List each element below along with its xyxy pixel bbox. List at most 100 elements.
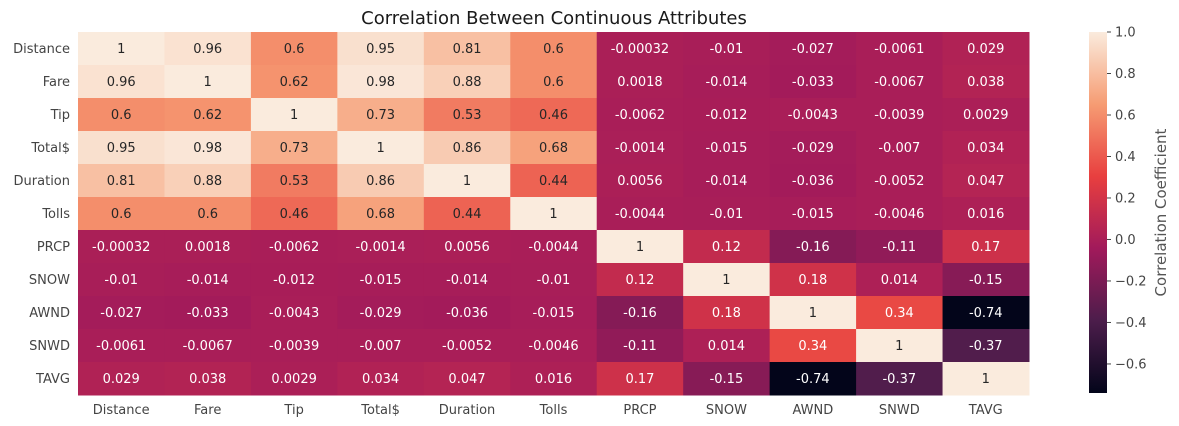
colorbar-tick-label: 1.0: [1115, 26, 1136, 41]
heatmap-cell: [510, 296, 598, 330]
cell-value-label: 0.98: [366, 75, 395, 90]
heatmap-cell: [250, 197, 338, 231]
heatmap-cell: [78, 197, 165, 231]
cell-value-label: 0.46: [539, 108, 568, 123]
cell-value-label: -0.015: [792, 207, 834, 222]
cell-value-label: -0.0061: [874, 42, 924, 57]
cell-value-label: 0.62: [280, 75, 309, 90]
heatmap-cell: [596, 131, 684, 165]
cell-value-label: -0.007: [360, 339, 402, 354]
heatmap-cell: [769, 263, 857, 297]
colorbar: [1089, 32, 1107, 393]
heatmap-cell: [596, 296, 684, 330]
heatmap-cell: [164, 296, 252, 330]
cell-value-label: 1: [117, 42, 125, 57]
cell-value-label: -0.0014: [615, 141, 665, 156]
colorbar-tick-label: 0.0: [1115, 233, 1136, 248]
heatmap-cell: [337, 329, 425, 363]
cell-value-label: 0.53: [280, 174, 309, 189]
cell-value-label: -0.007: [878, 141, 920, 156]
cell-value-label: -0.0043: [788, 108, 838, 123]
cell-value-label: 0.96: [193, 42, 222, 57]
cell-value-label: 0.016: [967, 207, 1004, 222]
cell-value-label: 0.0029: [963, 108, 1009, 123]
heatmap-cell: [337, 32, 425, 66]
heatmap-cell: [942, 230, 1030, 264]
cell-value-label: 1: [636, 240, 644, 255]
heatmap-cell: [683, 263, 771, 297]
cell-value-label: 0.86: [453, 141, 482, 156]
cell-value-label: -0.033: [792, 75, 834, 90]
cell-value-label: -0.15: [710, 372, 744, 387]
cell-value-label: -0.015: [360, 273, 402, 288]
cell-value-label: -0.012: [705, 108, 747, 123]
heatmap-cell: [250, 98, 338, 132]
heatmap-cell: [510, 197, 598, 231]
cell-value-label: -0.01: [104, 273, 138, 288]
heatmap-cell: [596, 65, 684, 99]
x-tick-label: AWND: [792, 403, 833, 418]
cell-value-label: 0.81: [107, 174, 136, 189]
x-tick-label: Distance: [93, 403, 150, 418]
colorbar-ticks: 1.0 0.8 0.6 0.4 0.2 0.0 −0.2 −0.4 −0.6: [1107, 26, 1147, 372]
cell-value-label: 0.46: [280, 207, 309, 222]
heatmap-cell: [942, 296, 1030, 330]
heatmap-cell: [164, 32, 252, 66]
colorbar-tick-label: −0.4: [1115, 316, 1147, 331]
cell-value-label: -0.014: [705, 174, 747, 189]
cell-value-label: -0.00032: [92, 240, 150, 255]
cell-value-label: -0.16: [796, 240, 830, 255]
y-axis-tick-labels: Distance Fare Tip Total$ Duration Tolls PRCP SN…: [13, 42, 70, 387]
heatmap-cell: [769, 164, 857, 198]
heatmap-cell: [769, 65, 857, 99]
heatmap-cell: [250, 230, 338, 264]
heatmap-cell: [423, 32, 511, 66]
heatmap-cell: [78, 230, 165, 264]
y-tick-label: Tolls: [41, 207, 70, 222]
heatmap-cell: [942, 32, 1030, 66]
heatmap-cell: [423, 131, 511, 165]
cell-value-label: 0.0056: [444, 240, 490, 255]
heatmap-cell: [856, 32, 944, 66]
cell-value-label: -0.01: [537, 273, 571, 288]
cell-value-label: 1: [982, 372, 990, 387]
heatmap-cell: [769, 230, 857, 264]
heatmap-cell: [510, 32, 598, 66]
colorbar-tick-label: −0.2: [1115, 274, 1147, 289]
heatmap-cell: [337, 362, 425, 396]
y-tick-label: Total$: [30, 141, 70, 156]
heatmap-cell: [596, 329, 684, 363]
cell-value-label: -0.0046: [528, 339, 578, 354]
cell-value-label: 0.34: [885, 306, 914, 321]
cell-value-label: 0.68: [366, 207, 395, 222]
y-tick-label: Fare: [43, 75, 70, 90]
heatmap-cell: [683, 362, 771, 396]
cell-value-label: -0.0067: [874, 75, 924, 90]
heatmap-cell: [683, 197, 771, 231]
y-tick-label: PRCP: [37, 240, 70, 255]
cell-value-label: 0.73: [366, 108, 395, 123]
cell-value-label: 0.12: [625, 273, 654, 288]
x-tick-label: TAVG: [968, 403, 1003, 418]
cell-value-label: -0.0046: [874, 207, 924, 222]
heatmap-cell: [596, 32, 684, 66]
heatmap-cell: [510, 230, 598, 264]
cell-value-label: -0.16: [623, 306, 657, 321]
cell-value-label: -0.027: [792, 42, 834, 57]
heatmap-cell: [769, 32, 857, 66]
x-tick-label: Total$: [360, 403, 400, 418]
heatmap-cell: [250, 131, 338, 165]
heatmap-cell: [856, 230, 944, 264]
heatmap-cell: [423, 164, 511, 198]
heatmap-cell: [856, 131, 944, 165]
heatmap-cell: [683, 296, 771, 330]
cell-value-label: 1: [290, 108, 298, 123]
heatmap-cell: [596, 164, 684, 198]
cell-value-label: 0.0056: [617, 174, 663, 189]
heatmap-cell: [596, 230, 684, 264]
cell-value-label: 0.18: [712, 306, 741, 321]
heatmap-cell: [250, 65, 338, 99]
heatmap-cell: [856, 296, 944, 330]
y-tick-label: SNOW: [29, 273, 70, 288]
cell-value-label: 0.0018: [617, 75, 663, 90]
